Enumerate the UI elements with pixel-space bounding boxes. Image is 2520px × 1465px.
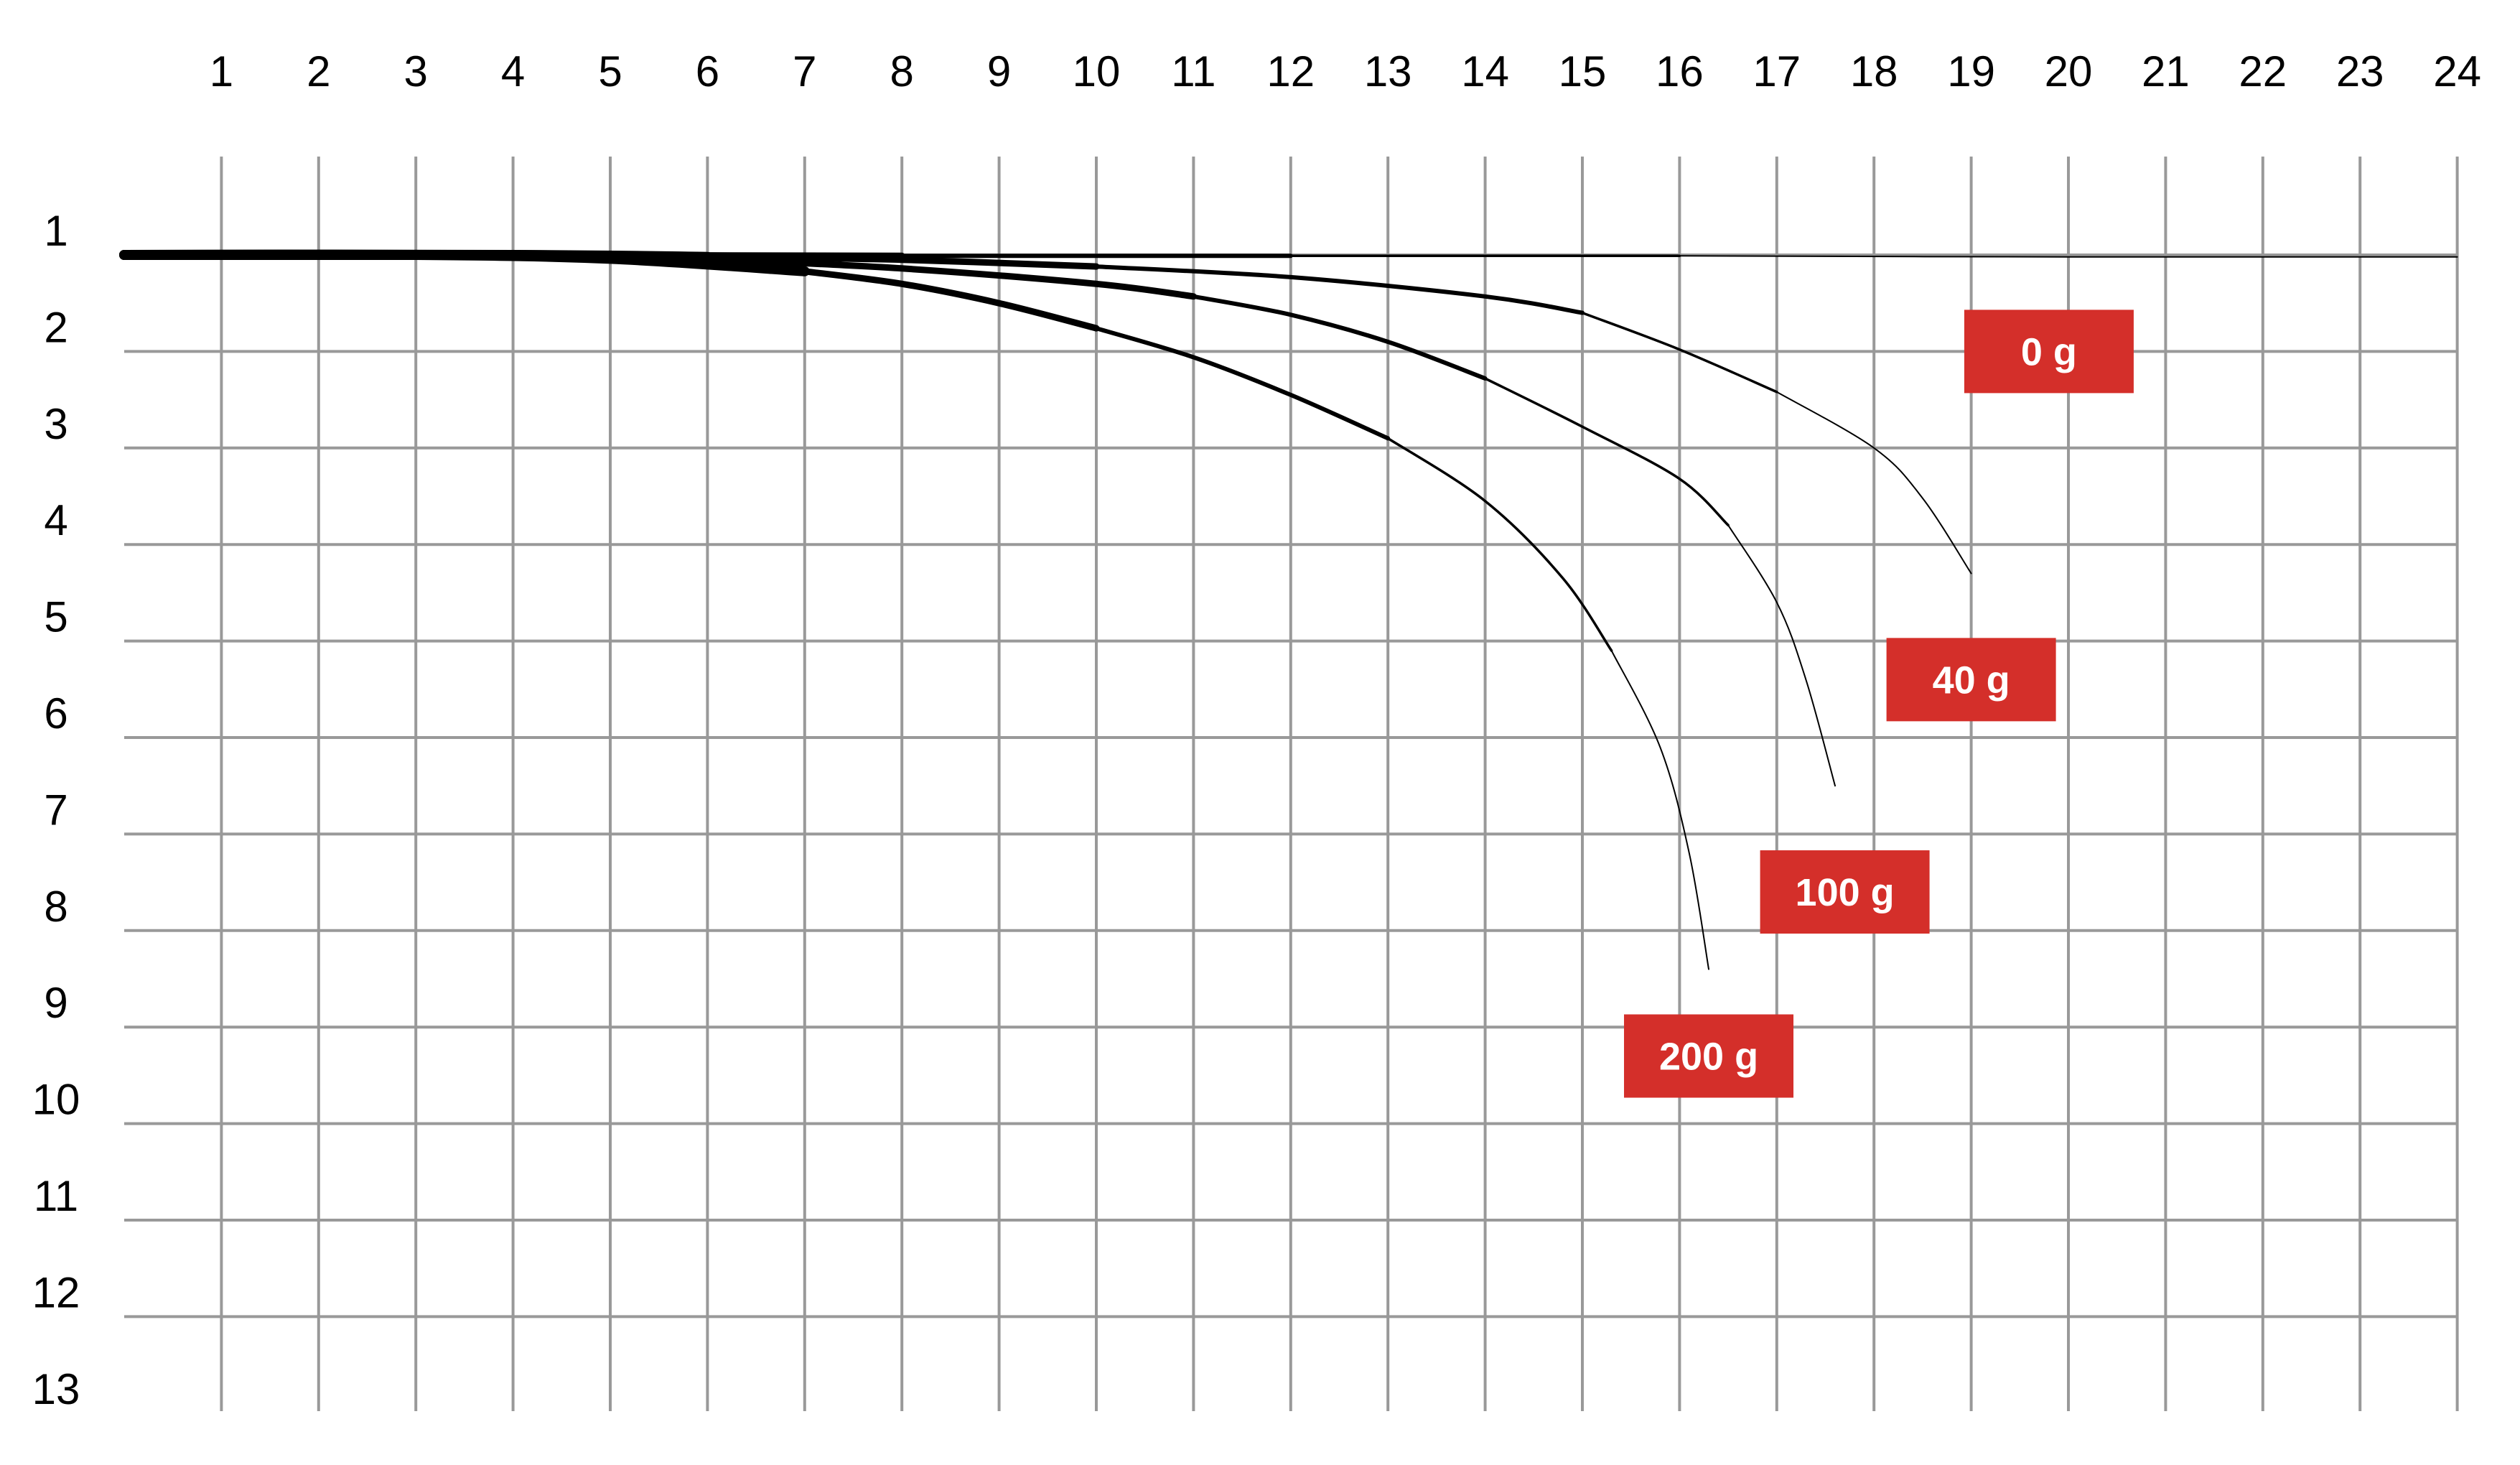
curve-100g xyxy=(704,255,1197,300)
x-tick-label: 13 xyxy=(1364,47,1412,96)
y-tick-label: 4 xyxy=(44,496,67,544)
curve-40g xyxy=(704,254,1100,270)
y-tick-label: 10 xyxy=(32,1076,80,1124)
x-tick-label: 24 xyxy=(2433,47,2481,96)
x-tick-label: 8 xyxy=(890,47,914,96)
x-tick-label: 4 xyxy=(501,47,525,96)
annotation-badge xyxy=(1624,1014,1794,1098)
annotation-label: 0 g xyxy=(2021,330,2077,373)
y-tick-label: 5 xyxy=(44,593,67,641)
x-tick-label: 17 xyxy=(1753,47,1801,96)
x-tick-label: 9 xyxy=(987,47,1011,96)
annotation-label: 100 g xyxy=(1796,871,1895,914)
x-tick-label: 10 xyxy=(1073,47,1121,96)
curve-40g xyxy=(1581,311,1778,394)
x-tick-label: 14 xyxy=(1461,47,1509,96)
curve-200g xyxy=(1610,650,1709,970)
x-tick-label: 5 xyxy=(598,47,622,96)
curve-40g xyxy=(1775,391,1972,575)
x-tick-label: 16 xyxy=(1656,47,1704,96)
curve-200g xyxy=(1386,437,1613,652)
x-tick-label: 18 xyxy=(1850,47,1898,96)
x-tick-label: 2 xyxy=(307,47,330,96)
x-tick-label: 11 xyxy=(1171,47,1215,96)
y-tick-label: 3 xyxy=(44,400,67,448)
y-tick-label: 9 xyxy=(44,979,67,1027)
curve-40g xyxy=(1094,264,1585,315)
annotation-badge xyxy=(1886,638,2056,722)
annotation-badge xyxy=(1760,850,1930,934)
y-tick-label: 7 xyxy=(44,786,67,834)
x-tick-label: 23 xyxy=(2336,47,2384,96)
x-tick-label: 21 xyxy=(2142,47,2190,96)
y-tick-label: 12 xyxy=(32,1268,80,1316)
curves xyxy=(119,249,2458,970)
x-tick-label: 6 xyxy=(696,47,719,96)
x-tick-label: 3 xyxy=(404,47,428,96)
x-tick-label: 22 xyxy=(2239,47,2287,96)
annotation-label: 40 g xyxy=(1933,659,2010,702)
curve-200g xyxy=(801,268,1100,332)
curve-100g xyxy=(1483,377,1730,527)
curve-100g xyxy=(1191,294,1488,381)
x-tick-label: 7 xyxy=(793,47,816,96)
y-tick-label: 8 xyxy=(44,883,67,931)
y-tick-label: 1 xyxy=(44,207,67,255)
y-tick-label: 13 xyxy=(32,1365,80,1413)
annotation-label: 200 g xyxy=(1659,1036,1758,1079)
annotations: 0 g 40 g 100 g 200 g xyxy=(1624,310,2134,1098)
curve-200g xyxy=(1094,326,1391,441)
x-tick-label: 15 xyxy=(1559,47,1607,96)
y-tick-label: 11 xyxy=(34,1172,78,1220)
x-tick-label: 12 xyxy=(1266,47,1315,96)
x-tick-label: 1 xyxy=(210,47,233,96)
x-tick-label: 20 xyxy=(2045,47,2093,96)
tick-labels: 1 2 3 4 5 6 7 8 9 10 11 12 13 14 15 16 17 18 19 20 21 22 23 241… xyxy=(32,47,2481,1413)
curve-100g xyxy=(1727,524,1836,787)
y-tick-label: 6 xyxy=(44,689,67,738)
x-tick-label: 19 xyxy=(1947,47,1995,96)
y-tick-label: 2 xyxy=(44,303,67,351)
curve-200g xyxy=(119,249,810,276)
annotation-badge xyxy=(1964,310,2134,394)
